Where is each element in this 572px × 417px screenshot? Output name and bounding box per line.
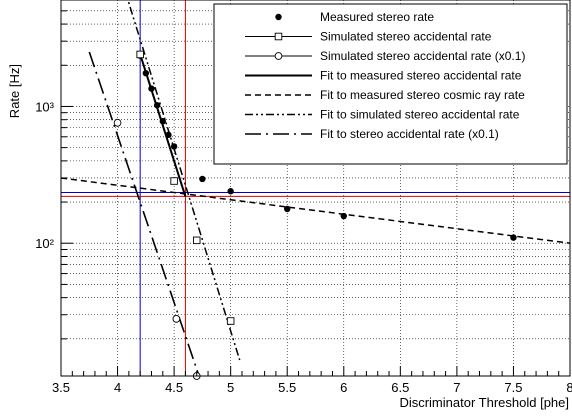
data-point-measured-stereo-rate xyxy=(510,234,517,241)
data-point-simulated-stereo-accidental-rate xyxy=(170,177,178,185)
data-point-simulated-stereo-accidental-rate-x0-1 xyxy=(172,315,181,323)
legend-label: Simulated stereo accidental rate (x0.1) xyxy=(320,49,525,63)
data-point-measured-stereo-rate xyxy=(153,102,161,109)
x-tick-label: 7 xyxy=(453,380,460,395)
data-point-simulated-stereo-accidental-rate xyxy=(192,236,201,245)
data-point-measured-stereo-rate xyxy=(148,85,155,92)
legend-marker xyxy=(274,32,283,41)
plot-frame xyxy=(60,0,571,377)
x-tick-label: 4.5 xyxy=(165,380,183,395)
data-point-simulated-stereo-accidental-rate xyxy=(226,317,235,325)
x-tick-labels: 3.5 4 4.5 5 5.5 6 6.5 7 7.5 8 xyxy=(52,380,572,395)
x-tick-label: 7.5 xyxy=(504,380,522,395)
y-tick-labels: 10² 10³ xyxy=(35,99,54,251)
x-tick-label: 5.5 xyxy=(278,380,296,395)
data-point-measured-stereo-rate xyxy=(199,175,206,183)
legend-label: Fit to measured stereo cosmic ray rate xyxy=(320,88,525,102)
fit-line-fit-to-measured-stereo-cosmic-ray-rate xyxy=(60,177,571,244)
x-axis-title: Discriminator Threshold [phe] xyxy=(399,395,569,410)
fit-line-fit-to-stereo-accidental-rate-x0-1 xyxy=(88,51,200,377)
fit-line-fit-to-measured-stereo-accidental-rate xyxy=(139,54,187,197)
legend-box xyxy=(213,3,568,165)
y-tick-label: 10² xyxy=(35,236,54,251)
x-tick-label: 6 xyxy=(340,380,347,395)
legend-label: Fit to measured stereo accidental rate xyxy=(320,69,522,83)
legend: Measured stereo rate Simulated stereo acc… xyxy=(213,3,568,165)
reference-lines xyxy=(61,0,570,376)
legend-label: Simulated stereo accidental rate xyxy=(320,30,492,44)
data-point-simulated-stereo-accidental-rate xyxy=(136,50,144,59)
legend-label: Measured stereo rate xyxy=(320,10,434,24)
grid xyxy=(60,0,571,376)
data-point-measured-stereo-rate xyxy=(165,131,172,139)
fit-line-fit-to-simulated-stereo-accidental-rate xyxy=(127,0,241,361)
data-point-simulated-stereo-accidental-rate-x0-1 xyxy=(113,118,122,127)
data-point-measured-stereo-rate xyxy=(340,212,347,220)
x-tick-label: 3.5 xyxy=(52,380,70,395)
x-tick-label: 6.5 xyxy=(391,380,409,395)
legend-label: Fit to stereo accidental rate (x0.1) xyxy=(320,127,499,141)
fit-lines xyxy=(60,0,571,377)
x-tick-label: 5 xyxy=(227,380,234,395)
legend-marker xyxy=(274,52,283,60)
y-axis-title: Rate [Hz] xyxy=(7,64,22,118)
data-point-measured-stereo-rate xyxy=(159,118,166,125)
data-point-measured-stereo-rate xyxy=(227,188,234,195)
legend-marker xyxy=(275,13,282,21)
legend-label: Fit to simulated stereo accidental rate xyxy=(320,108,520,122)
data-point-measured-stereo-rate xyxy=(142,69,150,77)
data-point-measured-stereo-rate xyxy=(284,205,291,213)
x-tick-label: 8 xyxy=(566,380,572,395)
x-tick-label: 4 xyxy=(114,380,121,395)
data-point-measured-stereo-rate xyxy=(170,143,178,150)
axis-ticks xyxy=(60,0,571,376)
y-tick-label: 10³ xyxy=(35,99,54,114)
